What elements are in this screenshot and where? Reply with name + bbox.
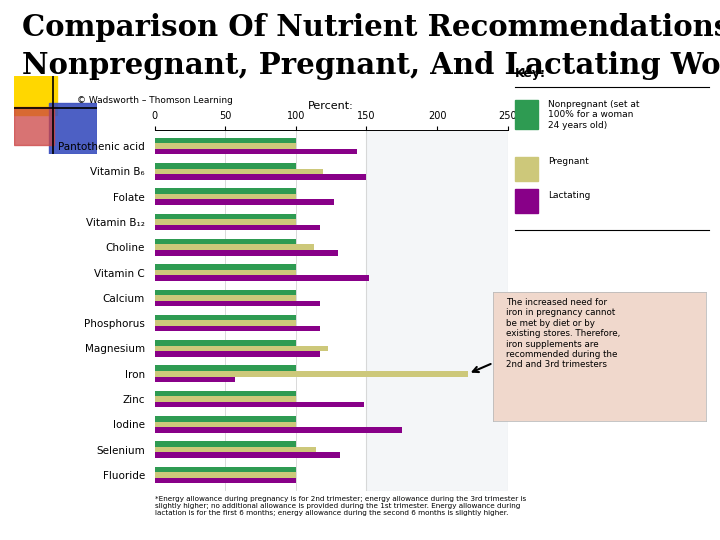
Bar xyxy=(155,467,296,472)
Bar xyxy=(155,422,296,427)
Bar xyxy=(155,320,296,326)
Bar xyxy=(155,239,296,245)
Bar xyxy=(155,427,402,433)
Bar xyxy=(155,143,296,149)
Bar xyxy=(155,371,468,376)
Bar xyxy=(155,289,296,295)
Text: Nonpregnant (set at
100% for a woman
24 years old): Nonpregnant (set at 100% for a woman 24 … xyxy=(548,100,639,130)
Bar xyxy=(49,103,97,154)
Bar xyxy=(366,130,508,491)
Bar xyxy=(155,441,296,447)
Text: Copyright 2005 Wadsworth Group, a division of Thomson Learning: Copyright 2005 Wadsworth Group, a divisi… xyxy=(175,524,545,534)
Bar xyxy=(155,188,296,194)
Bar xyxy=(155,346,328,351)
Bar xyxy=(155,326,320,332)
Bar xyxy=(155,245,314,250)
Bar xyxy=(155,453,340,458)
Bar xyxy=(155,270,296,275)
Bar xyxy=(14,107,54,145)
Bar xyxy=(155,275,369,281)
Bar xyxy=(515,100,538,129)
Bar xyxy=(155,149,356,154)
Bar xyxy=(155,163,296,168)
Bar xyxy=(155,366,296,371)
Bar xyxy=(155,402,364,407)
Bar xyxy=(155,174,366,180)
Bar xyxy=(155,301,320,306)
Bar xyxy=(155,478,296,483)
Bar xyxy=(515,189,538,213)
Text: Nonpregnant, Pregnant, And Lactating Women: Nonpregnant, Pregnant, And Lactating Wom… xyxy=(22,51,720,80)
Text: © Wadsworth – Thomson Learning: © Wadsworth – Thomson Learning xyxy=(77,96,233,105)
Bar xyxy=(155,194,296,199)
Bar xyxy=(155,376,235,382)
Bar xyxy=(155,219,296,225)
Bar xyxy=(155,138,296,143)
Bar xyxy=(155,315,296,320)
X-axis label: Percent:: Percent: xyxy=(308,101,354,111)
Bar xyxy=(155,264,296,270)
Bar xyxy=(515,157,538,181)
Text: Lactating: Lactating xyxy=(548,191,590,200)
Bar xyxy=(155,416,296,422)
Bar xyxy=(155,250,338,255)
Bar xyxy=(155,351,320,357)
Bar xyxy=(155,472,296,478)
Bar xyxy=(155,447,315,453)
Bar xyxy=(155,391,296,396)
Bar xyxy=(155,340,296,346)
Text: Comparison Of Nutrient Recommendations For: Comparison Of Nutrient Recommendations F… xyxy=(22,14,720,43)
Bar xyxy=(14,76,58,115)
Text: *Energy allowance during pregnancy is for 2nd trimester; energy allowance during: *Energy allowance during pregnancy is fo… xyxy=(155,496,526,516)
Bar xyxy=(155,295,296,301)
Bar xyxy=(155,199,334,205)
Text: The increased need for
iron in pregnancy cannot
be met by diet or by
existing st: The increased need for iron in pregnancy… xyxy=(506,298,620,369)
Bar xyxy=(155,225,320,230)
Bar xyxy=(155,396,296,402)
Text: Pregnant: Pregnant xyxy=(548,157,588,166)
Bar xyxy=(155,168,323,174)
Bar xyxy=(155,214,296,219)
Text: Key:: Key: xyxy=(515,68,546,80)
